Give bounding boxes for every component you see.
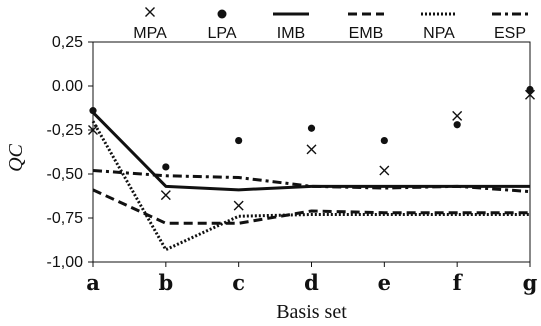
legend-item-npa: NPA xyxy=(421,12,457,42)
legend-item-imb: IMB xyxy=(273,12,309,42)
legend-item-esp: ESP xyxy=(492,12,528,42)
x-tick-label: c xyxy=(232,270,245,295)
legend-label: LPA xyxy=(207,25,236,42)
x-tick-label: f xyxy=(453,270,464,295)
lpa-point xyxy=(162,163,170,171)
legend-label: IMB xyxy=(277,25,305,42)
x-axis-title: Basis set xyxy=(276,301,347,323)
mpa-point xyxy=(233,200,244,211)
emb-line xyxy=(92,188,530,225)
legend-label: NPA xyxy=(423,25,455,42)
y-tick-label: 0,25 xyxy=(52,34,83,51)
legend-item-mpa: MPA xyxy=(133,7,167,42)
x-tick-label: g xyxy=(523,270,538,295)
lpa-point xyxy=(235,136,243,145)
legend-label: ESP xyxy=(494,25,526,42)
x-tick-label: a xyxy=(86,270,100,295)
series-emb xyxy=(92,188,530,225)
legend-label: MPA xyxy=(133,25,167,42)
x-tick-label: e xyxy=(378,270,391,295)
y-tick-label: -0,50 xyxy=(47,166,84,183)
esp-line xyxy=(92,168,531,194)
series-npa xyxy=(91,120,530,252)
legend: MPA LPA IMB EMB NPA ESP xyxy=(133,7,528,42)
npa-line xyxy=(91,120,530,252)
y-tick-label: 0.00 xyxy=(52,78,83,95)
x-tick-label: b xyxy=(158,270,173,295)
y-tick-label: -0,75 xyxy=(47,210,84,227)
mpa-point xyxy=(88,125,98,135)
series-imb xyxy=(91,111,530,192)
y-tick-label: -0,25 xyxy=(47,122,84,139)
series-mpa xyxy=(88,89,535,211)
mpa-point xyxy=(452,110,463,121)
lpa-point xyxy=(453,121,461,129)
y-axis-title: QC xyxy=(5,143,27,171)
series-lpa xyxy=(89,85,534,171)
legend-label: EMB xyxy=(349,25,384,42)
plot-frame xyxy=(92,41,531,263)
legend-item-emb: EMB xyxy=(348,12,384,42)
lpa-point xyxy=(380,136,388,145)
x-tick-label: d xyxy=(304,270,319,295)
x-axis: a b c d e f g xyxy=(86,262,538,295)
mpa-point xyxy=(379,165,390,176)
legend-symbol xyxy=(145,7,155,17)
mpa-point xyxy=(306,144,317,155)
mpa-point xyxy=(525,89,535,100)
y-tick-label: -1,00 xyxy=(47,254,84,271)
y-axis: 0,25 0.00 -0,25 -0,50 -0,75 -1,00 xyxy=(47,34,93,271)
legend-item-lpa: LPA xyxy=(207,9,237,42)
imb-line xyxy=(91,111,530,192)
mpa-point xyxy=(160,190,171,201)
series-esp xyxy=(92,168,531,194)
lpa-point xyxy=(307,124,316,132)
series-layer xyxy=(88,85,535,252)
legend-symbol xyxy=(217,9,227,19)
lpa-point xyxy=(526,85,534,94)
